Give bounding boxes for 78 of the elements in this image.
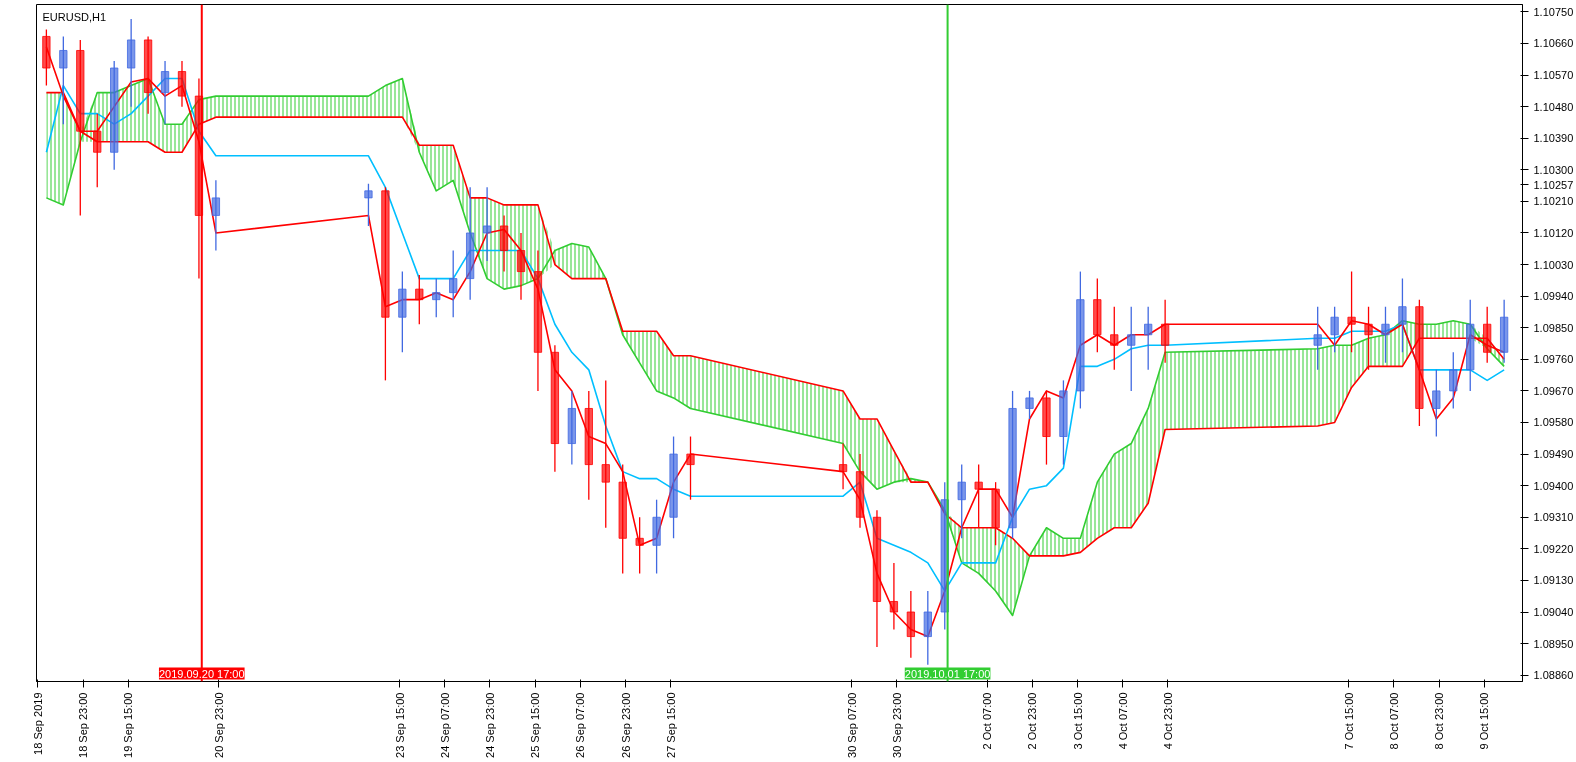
y-tick-label: 1.09940 — [1533, 290, 1574, 303]
ref-line-label: 2019.10.01 17:00 — [904, 667, 991, 680]
candlestick — [1398, 277, 1407, 353]
text: EURUSD,H1 — [42, 10, 107, 23]
ref-line-label: 2019.09.20 17:00 — [158, 667, 245, 680]
candlestick — [957, 463, 966, 539]
y-tick-label: 1.09220 — [1533, 542, 1574, 555]
x-tick-label: 27 Sep 15:00 — [664, 692, 677, 758]
y-tick-label: 1.09130 — [1533, 574, 1574, 587]
candlestick — [1449, 351, 1458, 410]
y-tick-label: 1.10120 — [1533, 226, 1574, 239]
candlestick — [516, 232, 526, 301]
candlestick — [1432, 369, 1441, 438]
candlestick — [974, 463, 983, 529]
x-tick-label: 3 Oct 15:00 — [1071, 692, 1084, 750]
x-tick-label: 2 Oct 23:00 — [1026, 692, 1039, 750]
candlestick — [59, 35, 68, 125]
y-tick-label: 1.10480 — [1533, 100, 1574, 113]
candlestick — [432, 277, 441, 318]
x-tick-label: 26 Sep 07:00 — [574, 692, 587, 758]
y-tick-label: 1.08860 — [1533, 669, 1574, 682]
y-tick-label: 1.10750 — [1533, 5, 1574, 18]
y-tick-label: 1.10570 — [1533, 69, 1574, 82]
candlestick — [93, 113, 102, 188]
candlestick — [1381, 306, 1390, 364]
x-tick-label: 8 Oct 23:00 — [1433, 692, 1446, 750]
x-tick-label: 8 Oct 07:00 — [1387, 692, 1400, 750]
candlestick — [211, 179, 221, 252]
x-tick-label: 18 Sep 23:00 — [77, 692, 90, 758]
candlestick — [889, 562, 899, 631]
candlestick — [1330, 306, 1339, 353]
candlestick — [364, 183, 373, 227]
x-tick-label: 9 Oct 15:00 — [1478, 692, 1491, 750]
y-tick-label: 1.09580 — [1533, 416, 1574, 429]
candlestick — [838, 442, 848, 490]
y-tick-label: 1.09490 — [1533, 448, 1574, 461]
candlestick — [601, 379, 610, 529]
candlestick — [1025, 390, 1034, 420]
candlestick — [1313, 306, 1322, 371]
y-tick-label: 1.10300 — [1533, 163, 1574, 176]
y-tick-label: 1.10660 — [1533, 37, 1574, 50]
y-tick-label: 1.10257 — [1533, 178, 1574, 191]
y-tick-label: 1.10210 — [1533, 195, 1574, 208]
x-tick-label: 25 Sep 15:00 — [529, 692, 542, 758]
candlestick — [1347, 270, 1356, 353]
y-tick-label: 1.09310 — [1533, 511, 1574, 524]
candlestick — [482, 186, 492, 262]
candlestick — [1364, 306, 1373, 371]
y-tick-label: 1.09040 — [1533, 606, 1574, 619]
y-tick-label: 1.09850 — [1533, 321, 1574, 334]
x-tick-label: 30 Sep 23:00 — [890, 692, 903, 758]
y-tick-label: 1.09760 — [1533, 353, 1574, 366]
x-tick-label: 4 Oct 07:00 — [1116, 692, 1129, 750]
y-tick-label: 1.10030 — [1533, 258, 1574, 271]
candlestick — [160, 60, 170, 125]
y-tick-label: 1.08950 — [1533, 637, 1574, 650]
y-tick-label: 1.09670 — [1533, 384, 1574, 397]
x-tick-label: 24 Sep 07:00 — [438, 692, 451, 758]
x-tick-label: 7 Oct 15:00 — [1342, 692, 1355, 750]
candlestick — [1110, 306, 1119, 371]
x-tick-label: 23 Sep 15:00 — [393, 692, 406, 758]
x-tick-label: 20 Sep 23:00 — [212, 692, 225, 758]
x-tick-label: 4 Oct 23:00 — [1161, 692, 1174, 750]
x-tick-label: 2 Oct 07:00 — [981, 692, 994, 750]
x-tick-label: 24 Sep 23:00 — [483, 692, 496, 758]
candlestick — [1144, 306, 1153, 371]
candlestick — [1127, 306, 1136, 392]
x-tick-label: 19 Sep 15:00 — [122, 692, 135, 758]
candlestick — [415, 274, 424, 325]
y-tick-label: 1.09400 — [1533, 479, 1574, 492]
x-tick-label: 26 Sep 23:00 — [619, 692, 632, 758]
candlestick — [449, 249, 458, 318]
candlestick — [635, 516, 644, 575]
candlestick — [1160, 299, 1170, 364]
candlestick — [686, 435, 695, 501]
x-tick-label: 30 Sep 07:00 — [845, 692, 858, 758]
x-tick-label: 18 Sep 2019 — [31, 692, 44, 755]
y-tick-label: 1.10390 — [1533, 132, 1574, 145]
